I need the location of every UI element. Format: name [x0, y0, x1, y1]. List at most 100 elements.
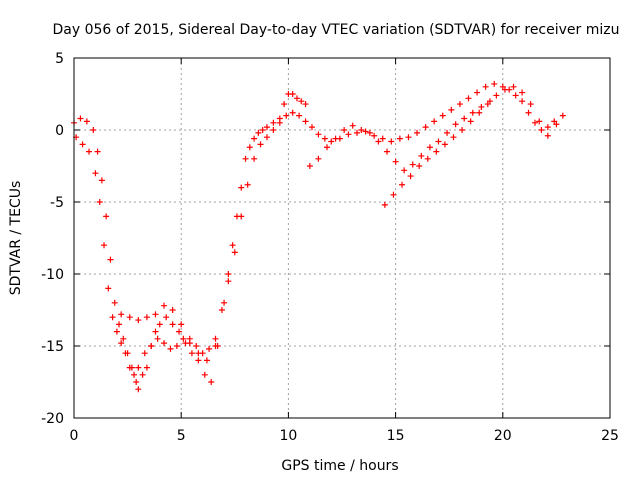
data-point [251, 155, 258, 162]
data-point [416, 163, 423, 169]
series-track-c [118, 302, 219, 364]
data-point [431, 118, 438, 125]
data-point [120, 335, 127, 342]
data-point [105, 285, 112, 292]
data-point [111, 299, 118, 306]
data-point [422, 124, 429, 131]
data-point [366, 129, 373, 136]
grid [74, 58, 610, 418]
data-point [231, 249, 238, 256]
data-point [126, 314, 133, 321]
data-point [426, 144, 433, 151]
data-point [118, 311, 125, 318]
data-point [388, 138, 395, 145]
data-point [405, 134, 412, 141]
data-point [358, 127, 365, 133]
data-point [418, 152, 425, 159]
data-point [519, 89, 526, 96]
data-point [96, 199, 103, 205]
data-point [135, 386, 142, 393]
data-point [113, 328, 120, 335]
plot-frame [73, 57, 611, 419]
data-point [527, 101, 534, 108]
data-point [281, 101, 288, 108]
data-point [90, 127, 97, 133]
data-point [525, 109, 532, 116]
data-point [544, 132, 551, 139]
data-point [186, 335, 193, 342]
data-point [169, 307, 176, 313]
data-point [148, 343, 155, 349]
data-point [122, 350, 129, 357]
data-point [396, 135, 403, 142]
data-point [491, 80, 498, 87]
data-point [161, 340, 168, 347]
data-point [469, 109, 476, 116]
y-tick-label: 5 [55, 51, 64, 67]
data-point [270, 127, 277, 133]
data-point [135, 317, 142, 324]
data-point [283, 112, 290, 119]
data-point [225, 271, 232, 277]
data-point [255, 129, 262, 136]
data-point [444, 129, 451, 136]
data-point [315, 131, 322, 138]
data-point [461, 115, 468, 122]
data-point [390, 191, 397, 198]
data-point [401, 167, 408, 174]
data-point [103, 213, 110, 220]
data-point [133, 379, 140, 385]
data-point [375, 138, 382, 145]
data-point [315, 155, 322, 162]
data-point [296, 112, 303, 119]
x-tick-label: 25 [601, 428, 619, 444]
data-point [293, 95, 300, 102]
data-point [126, 364, 133, 371]
data-point [206, 345, 213, 352]
data-point [238, 184, 245, 191]
data-point [289, 109, 296, 116]
data-point [263, 134, 270, 141]
data-point [163, 314, 170, 321]
data-point [450, 134, 457, 141]
data-point [371, 132, 378, 139]
data-point [251, 135, 258, 142]
data-point [407, 173, 414, 180]
data-point [176, 328, 183, 335]
data-point [349, 122, 356, 129]
data-point [362, 128, 369, 135]
data-point [139, 371, 146, 378]
data-point [131, 371, 138, 378]
data-point [553, 121, 560, 128]
data-point [486, 98, 493, 105]
data-point [456, 101, 463, 108]
data-point [109, 314, 116, 321]
data-point [143, 314, 150, 321]
data-point [173, 343, 180, 349]
data-point [482, 83, 489, 90]
ticks: 0 5 10 15 20 25 -20 -15 -10 -5 0 5 [41, 51, 619, 444]
data-point [135, 364, 142, 371]
data-point [465, 95, 472, 102]
data-point [459, 127, 466, 133]
data-point [154, 335, 161, 342]
data-point [536, 118, 543, 125]
data-point [118, 340, 125, 347]
series-track-a [71, 80, 566, 393]
data-point [384, 148, 391, 155]
data-point [332, 135, 339, 142]
data-point [341, 127, 348, 133]
x-tick-label: 20 [494, 428, 512, 444]
data-point [493, 92, 500, 99]
data-point [86, 148, 93, 155]
data-point [354, 129, 361, 136]
data-point [92, 170, 99, 177]
data-point [195, 357, 202, 364]
data-point [474, 89, 481, 96]
data-point [244, 181, 251, 188]
data-point [276, 119, 283, 126]
data-point [77, 115, 84, 122]
y-tick-label: -20 [41, 411, 64, 427]
